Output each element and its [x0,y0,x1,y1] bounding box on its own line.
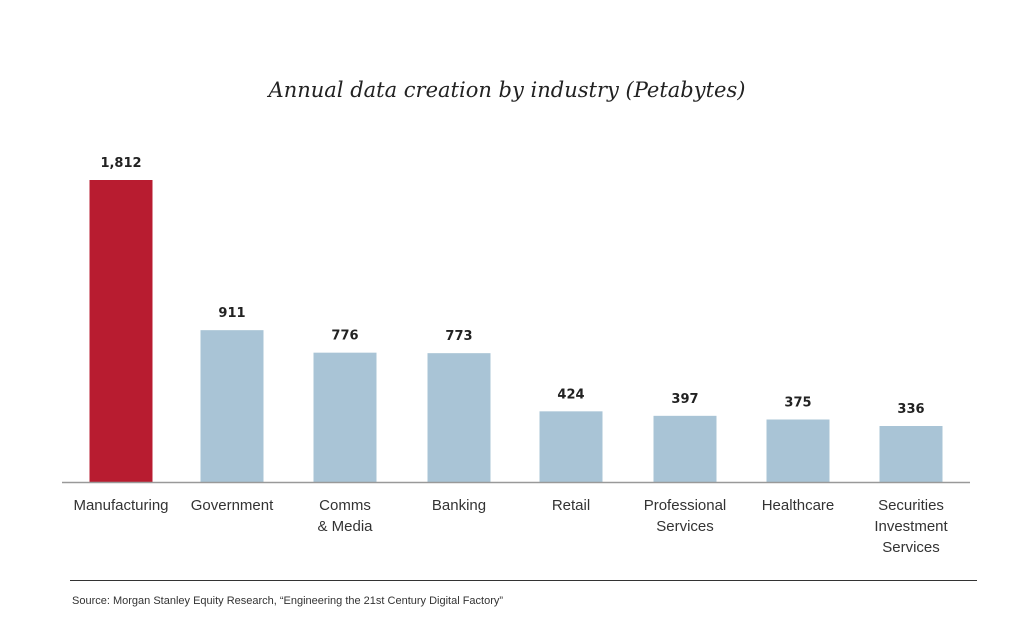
category-label: Comms & Media [317,497,373,535]
bar-chart: 1,812 Manufacturing 911 Government 776 Comms &… [62,156,970,556]
bar-4 [427,353,491,482]
category-label-line: Retail [552,497,590,514]
labels-group: 1,812 Manufacturing 911 Government 776 Comms &… [73,156,948,556]
category-label-line: Manufacturing [73,497,168,514]
bar-1 [89,180,153,482]
bars-group [89,180,943,482]
bar-7 [766,419,830,482]
category-label-line: Investment [874,518,948,535]
value-label: 773 [445,329,472,344]
value-label: 424 [557,387,584,402]
category-label: Retail [552,497,590,514]
category-label: Banking [432,497,486,514]
category-label-line: Government [191,497,274,514]
category-label-line: & Media [317,518,373,535]
source-divider [70,580,977,581]
source-note: Source: Morgan Stanley Equity Research, … [72,595,504,607]
category-label: Securities Investment Services [874,497,948,556]
category-label-line: Healthcare [762,497,835,514]
bar-5 [539,411,603,482]
category-label-line: Banking [432,497,486,514]
category-label-line: Services [656,518,714,535]
category-label: Healthcare [762,497,835,514]
category-label: Manufacturing [73,497,168,514]
value-label: 375 [784,396,811,411]
value-label: 1,812 [100,156,141,171]
chart-title: Annual data creation by industry (Petaby… [268,78,746,102]
category-label-line: Services [882,539,940,556]
category-label-line: Comms [319,497,371,514]
category-label: Government [191,497,274,514]
category-label-line: Professional [644,497,727,514]
value-label: 776 [331,329,358,344]
bar-2 [200,330,264,482]
category-label: Professional Services [644,497,727,535]
bar-6 [653,415,717,482]
value-label: 911 [218,306,245,321]
category-label-line: Securities [878,497,944,514]
value-label: 397 [671,392,698,407]
bar-3 [313,352,377,482]
bar-8 [879,426,943,482]
value-label: 336 [897,402,924,417]
